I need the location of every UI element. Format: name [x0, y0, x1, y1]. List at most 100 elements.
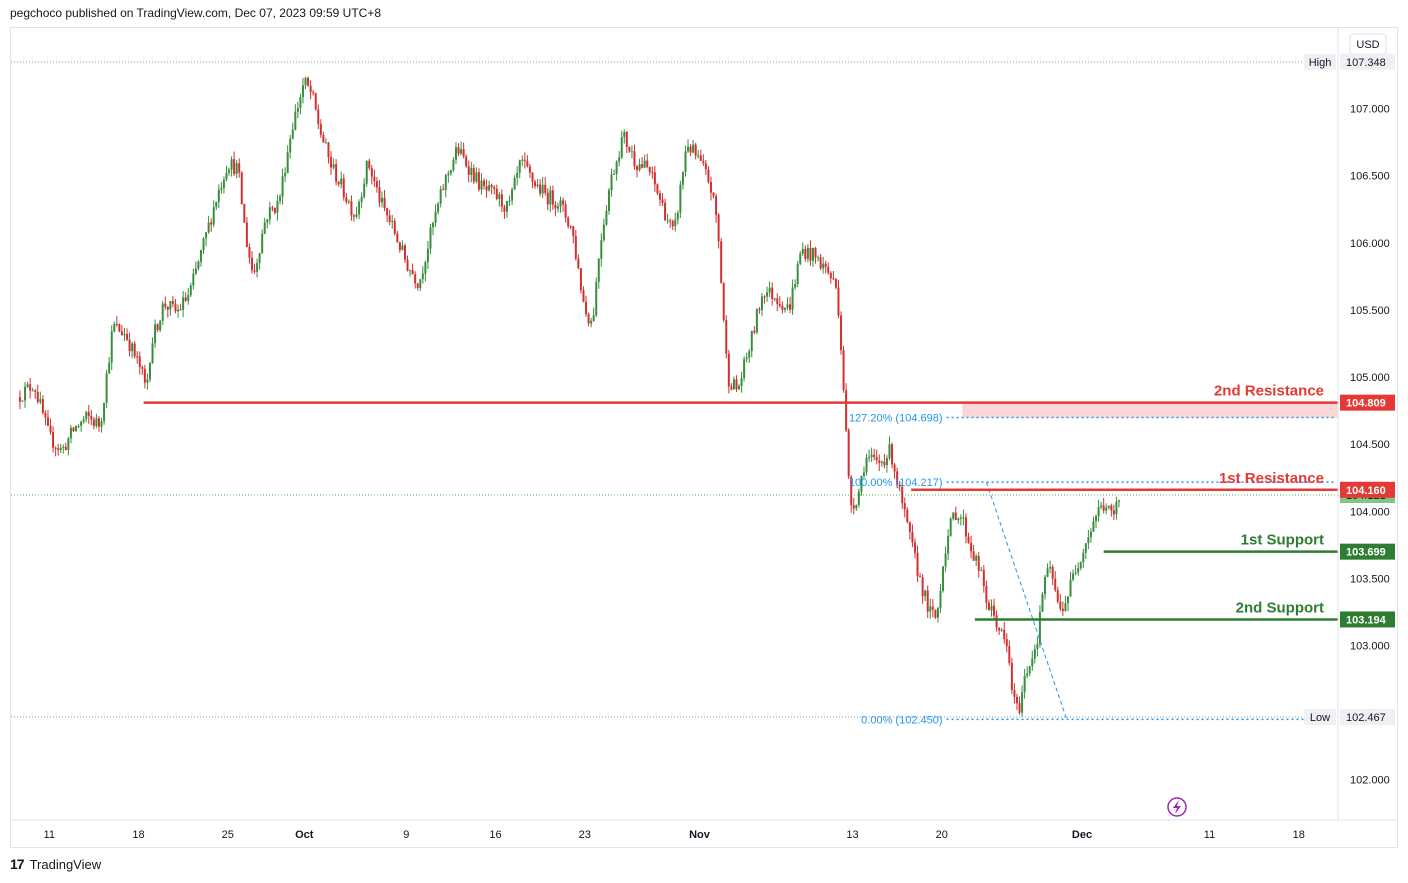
candle	[370, 164, 373, 185]
candle	[942, 565, 945, 593]
candle	[628, 146, 631, 153]
candle	[1003, 621, 1006, 644]
candle	[641, 157, 644, 169]
candle	[327, 141, 330, 164]
candle	[661, 193, 664, 206]
candle	[1041, 591, 1044, 613]
candle	[763, 295, 766, 304]
candle	[936, 606, 939, 623]
candle	[852, 498, 855, 515]
candle	[760, 293, 763, 317]
candle	[136, 351, 139, 364]
candle	[1077, 562, 1080, 576]
candle	[768, 281, 771, 298]
candle	[289, 134, 292, 159]
candle	[171, 295, 174, 308]
candle	[319, 119, 322, 138]
candle	[62, 444, 65, 454]
x-tick-label: 13	[846, 829, 858, 841]
candle	[424, 260, 427, 282]
candle	[811, 247, 814, 267]
candle	[197, 260, 200, 271]
candle	[870, 447, 873, 463]
candle	[434, 204, 437, 228]
candle	[1008, 640, 1011, 666]
candle	[824, 260, 827, 274]
x-tick-label: 25	[222, 829, 234, 841]
candle	[304, 76, 307, 90]
chart-frame[interactable]: 127.20% (104.698) 100.00% (104.217) 0.00% …	[10, 27, 1398, 848]
price-chart[interactable]: 127.20% (104.698) 100.00% (104.217) 0.00% …	[11, 28, 1397, 847]
candle	[146, 373, 149, 390]
candle	[607, 187, 610, 215]
resistance-value-bg	[1340, 394, 1395, 411]
candle	[228, 167, 231, 176]
candle	[396, 230, 399, 243]
candle	[72, 426, 75, 433]
candle	[847, 428, 850, 480]
candle	[118, 323, 121, 333]
candle	[465, 154, 468, 168]
candle	[516, 166, 519, 186]
resistance-zone	[962, 402, 1338, 418]
candle	[518, 159, 521, 179]
candle	[574, 229, 577, 261]
candle	[161, 301, 164, 325]
candle	[212, 200, 215, 228]
support-label: 2nd Support	[1236, 599, 1324, 616]
candle	[148, 362, 151, 383]
candle	[671, 219, 674, 230]
candle	[822, 256, 825, 274]
candle	[503, 204, 506, 220]
candle	[1069, 571, 1072, 597]
x-tick-label: 11	[44, 829, 55, 841]
candle	[462, 142, 465, 159]
y-tick-label: 107.000	[1350, 104, 1390, 116]
candle	[862, 466, 865, 479]
candle	[702, 154, 705, 166]
candle	[447, 170, 450, 183]
candle	[964, 513, 967, 544]
candle	[222, 176, 225, 194]
candle	[159, 319, 162, 333]
candle	[179, 303, 182, 311]
candle	[908, 521, 911, 540]
candle	[29, 377, 32, 399]
candle	[842, 345, 845, 393]
candle	[85, 410, 88, 423]
candle	[95, 413, 98, 429]
candle	[725, 315, 728, 359]
candle	[801, 242, 804, 256]
candle	[896, 467, 899, 488]
candle	[105, 369, 108, 409]
candle	[508, 195, 511, 207]
candle	[194, 261, 197, 276]
tradingview-brand[interactable]: 17 TradingView	[10, 856, 101, 872]
fib-trend-line[interactable]	[985, 481, 1068, 720]
candle	[569, 225, 572, 230]
y-tick-label: 102.000	[1350, 775, 1390, 787]
candle	[18, 390, 21, 410]
candle	[778, 296, 781, 308]
candle	[1046, 563, 1049, 578]
candle	[253, 263, 256, 274]
x-tick-label: Dec	[1072, 829, 1092, 841]
candle	[184, 292, 187, 303]
candle	[299, 93, 302, 115]
candle	[658, 190, 661, 206]
candle	[648, 166, 651, 176]
candle	[618, 151, 621, 167]
candle	[143, 364, 146, 389]
candle	[103, 402, 106, 425]
candle	[745, 352, 748, 363]
candle	[1079, 561, 1082, 571]
candle	[602, 218, 605, 242]
candle	[286, 145, 289, 174]
candle	[985, 580, 988, 610]
high-label: High	[1309, 57, 1332, 69]
candle	[597, 257, 600, 289]
candle	[924, 589, 927, 602]
lightning-icon[interactable]	[1167, 797, 1187, 817]
candle	[850, 475, 853, 513]
candle	[437, 202, 440, 215]
